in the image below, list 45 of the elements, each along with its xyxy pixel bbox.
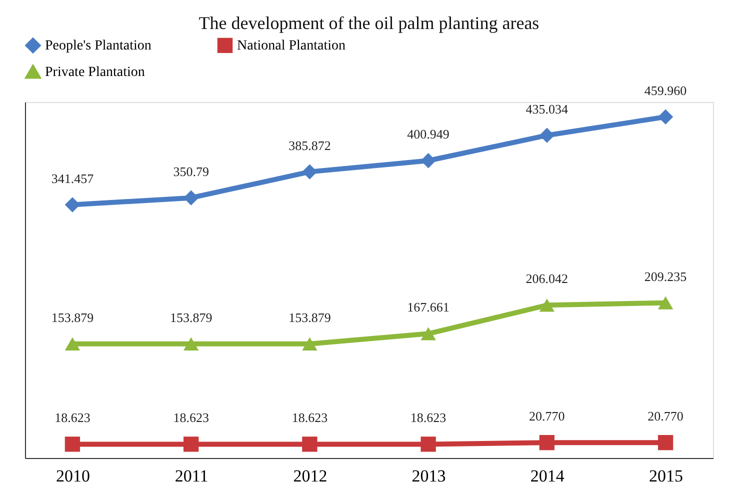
data-label: 350.79 (173, 164, 209, 179)
data-label: 153.879 (51, 310, 94, 325)
point (420, 153, 436, 168)
point (64, 197, 80, 212)
point (420, 436, 436, 452)
x-tick-label: 2012 (293, 466, 328, 486)
data-label: 18.623 (173, 410, 209, 426)
data-label: 341.457 (51, 170, 94, 186)
data-label: 18.623 (292, 410, 328, 426)
point (658, 296, 674, 310)
chart-title: The development of the oil palm planting areas (198, 13, 540, 33)
point (302, 436, 318, 452)
point (183, 337, 199, 350)
point (183, 436, 199, 452)
legend-label: Private Plantation (45, 65, 145, 80)
x-tick-label: 2010 (56, 466, 90, 486)
point (64, 337, 80, 350)
point (539, 298, 555, 312)
data-label: 206.042 (526, 271, 568, 286)
point (64, 436, 80, 452)
data-label: 209.235 (644, 268, 687, 284)
legend-label: People's Plantation (45, 38, 152, 54)
data-label: 385.872 (288, 138, 331, 153)
data-label: 459.960 (644, 82, 687, 98)
point (658, 109, 674, 124)
data-label: 167.661 (407, 300, 450, 315)
x-tick-label: 2014 (530, 466, 565, 486)
point (302, 164, 318, 180)
data-label: 153.879 (288, 310, 331, 325)
point (539, 128, 555, 143)
x-tick-label: 2013 (412, 466, 446, 486)
point (539, 435, 555, 450)
data-label: 18.623 (410, 410, 446, 426)
data-label: 400.949 (407, 126, 450, 142)
x-tick-label: 2015 (649, 466, 684, 486)
data-label: 153.879 (170, 310, 212, 325)
data-label: 435.034 (526, 101, 569, 116)
data-label: 20.770 (529, 408, 565, 424)
point (420, 327, 436, 340)
data-label: 20.770 (648, 408, 684, 424)
data-label: 18.623 (54, 410, 90, 426)
point (302, 337, 318, 350)
legend-label: National Plantation (237, 38, 346, 54)
x-tick-label: 2011 (174, 466, 208, 486)
point (658, 435, 674, 450)
